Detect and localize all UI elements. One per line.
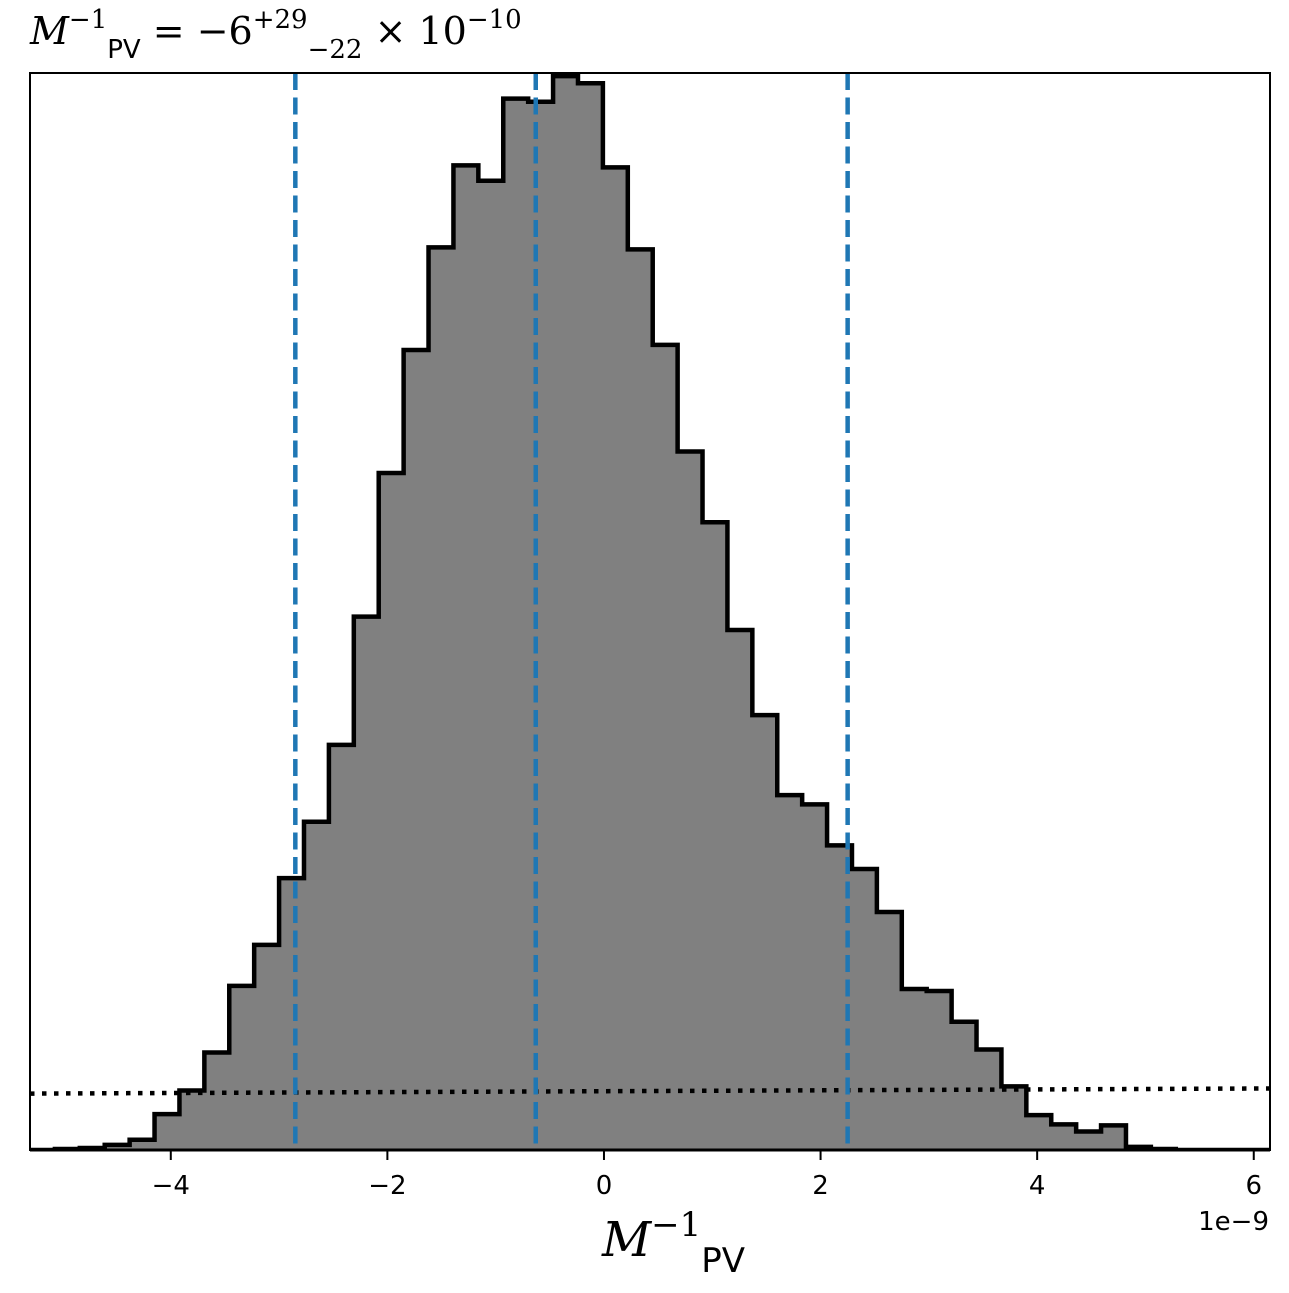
histogram-bar — [453, 165, 479, 1150]
histogram-bar — [1051, 1124, 1077, 1150]
histogram-bar — [627, 249, 654, 1150]
x-tick-label: 4 — [1029, 1171, 1046, 1201]
xlabel-sup: −1 — [651, 1205, 701, 1245]
histogram-bar — [777, 795, 803, 1150]
histogram-bar — [129, 1139, 156, 1150]
histogram-bar — [229, 985, 255, 1150]
x-tick-label: 0 — [596, 1171, 613, 1201]
histogram-bar — [876, 912, 903, 1150]
x-tick-label: 2 — [812, 1171, 829, 1201]
histogram-bar — [378, 473, 405, 1150]
x-tick-label: −2 — [368, 1171, 406, 1201]
histogram-bar — [303, 821, 330, 1150]
title-err-minus: −22 — [308, 35, 363, 65]
histogram-bar — [901, 988, 928, 1150]
title-symbol: M — [29, 9, 70, 53]
axis-offset-text: 1e−9 — [1198, 1207, 1269, 1237]
title-times: × 10 — [362, 9, 466, 53]
prior-dotted-line — [30, 1086, 1270, 1096]
chart-title: M−1PV = −6+29−22 × 10−10 — [29, 5, 522, 65]
histogram-bar — [926, 991, 953, 1150]
histogram-bar — [353, 616, 380, 1150]
title-err-plus: +29 — [253, 5, 308, 35]
histogram-bar — [254, 944, 280, 1150]
histogram-bar — [602, 167, 629, 1150]
histogram-bar — [951, 1021, 978, 1150]
histogram-bar — [503, 98, 529, 1150]
title-eq: = −6 — [141, 9, 253, 53]
histogram-bar — [976, 1049, 1002, 1150]
histogram-bar — [577, 83, 604, 1150]
histogram-bar — [428, 247, 454, 1150]
histogram-bar — [802, 804, 828, 1150]
xlabel-symbol: M — [601, 1212, 653, 1268]
histogram-bar — [702, 522, 728, 1150]
x-axis-label: M−1PV — [601, 1205, 745, 1281]
histogram-bar — [528, 101, 554, 1150]
histogram-bar — [1001, 1086, 1027, 1150]
histogram-bar — [752, 715, 778, 1150]
xlabel-sub: PV — [701, 1241, 745, 1281]
histogram-bar — [179, 1090, 205, 1150]
histogram-bar — [727, 629, 753, 1150]
histogram-bar — [478, 180, 504, 1150]
histogram-outline — [30, 73, 1270, 1150]
plot-area — [29, 72, 1271, 1152]
x-axis-ticks: −4 −2 0 2 4 6 — [152, 1150, 1262, 1201]
histogram-bar — [677, 451, 704, 1150]
histogram-bar — [328, 744, 355, 1150]
histogram-bar — [652, 344, 679, 1150]
histogram-bar — [1076, 1131, 1102, 1150]
histogram-bar — [403, 349, 430, 1150]
histogram-bar — [154, 1114, 180, 1150]
histogram-bar — [279, 878, 305, 1150]
title-exp: −10 — [467, 5, 522, 35]
title-sub: PV — [107, 35, 141, 65]
histogram-bar — [851, 868, 878, 1150]
title-sup: −1 — [69, 5, 107, 35]
histogram-bar — [553, 76, 579, 1150]
histogram-bar — [204, 1052, 230, 1150]
histogram-bar — [1101, 1125, 1127, 1150]
x-tick-label: 6 — [1245, 1171, 1262, 1201]
x-tick-label: −4 — [152, 1171, 190, 1201]
histogram-bar — [1026, 1115, 1052, 1150]
histogram-bar — [104, 1144, 131, 1150]
